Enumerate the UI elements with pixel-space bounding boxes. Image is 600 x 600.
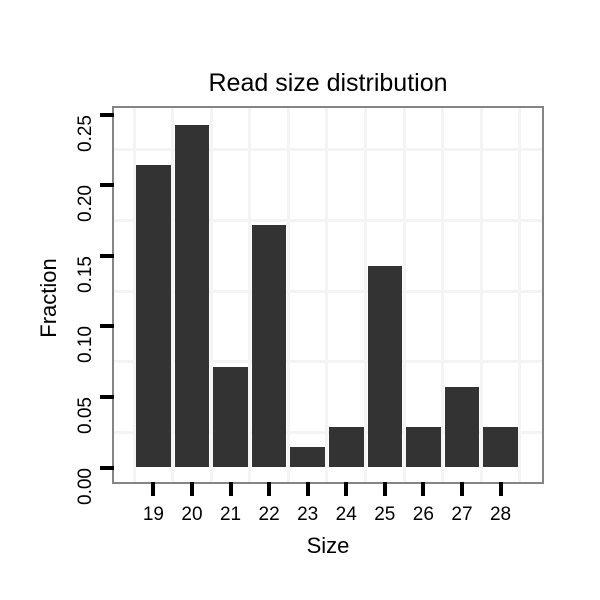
bar-20: [174, 124, 210, 468]
gridline-vertical: [132, 108, 136, 482]
gridline-vertical: [441, 108, 445, 482]
gridline-horizontal: [114, 218, 542, 222]
bar-23: [290, 447, 325, 468]
x-tick-label: 27: [451, 504, 473, 525]
y-tick-label: 0.25: [75, 114, 96, 152]
gridline-vertical: [518, 108, 522, 482]
gridline-horizontal: [114, 360, 542, 364]
y-axis-title: Fraction: [36, 258, 61, 338]
x-tick-label: 22: [258, 504, 280, 525]
x-tick-label: 20: [181, 504, 203, 525]
x-tick-mark: [267, 482, 272, 496]
bar-19: [136, 164, 171, 468]
bar-28: [483, 427, 518, 468]
x-tick-label: 24: [335, 504, 357, 525]
x-tick-mark: [382, 482, 387, 496]
gridline-vertical: [248, 108, 252, 482]
x-tick-label: 26: [412, 504, 434, 525]
bar-24: [328, 427, 364, 468]
plot-panel: [112, 106, 544, 484]
gridline-vertical: [479, 108, 483, 482]
chart-title: Read size distribution: [208, 69, 448, 97]
y-tick-mark: [100, 112, 114, 117]
bar-22: [251, 225, 287, 468]
gridline-vertical: [325, 108, 329, 482]
bar-21: [213, 366, 248, 468]
y-tick-mark: [100, 253, 114, 258]
gridline-vertical: [171, 108, 175, 482]
y-tick-mark: [100, 324, 114, 329]
y-tick-label: 0.10: [75, 326, 96, 364]
x-tick-mark: [305, 482, 310, 496]
y-tick-mark: [100, 394, 114, 399]
x-tick-mark: [498, 482, 503, 496]
gridline-horizontal: [114, 289, 542, 293]
gridline-vertical: [286, 108, 290, 482]
y-tick-label: 0.20: [75, 185, 96, 223]
bar-26: [406, 427, 441, 468]
gridline-vertical: [209, 108, 213, 482]
gridline-horizontal: [114, 148, 542, 152]
bar-25: [367, 265, 403, 468]
gridline-vertical: [364, 108, 368, 482]
bar-27: [444, 386, 480, 468]
x-tick-label: 21: [219, 504, 242, 525]
x-tick-mark: [151, 482, 156, 496]
gridline-horizontal: [114, 430, 542, 434]
y-tick-label: 0.00: [75, 467, 96, 505]
x-tick-mark: [344, 482, 349, 496]
x-tick-label: 28: [489, 504, 512, 525]
x-tick-label: 19: [142, 504, 164, 525]
y-tick-label: 0.05: [75, 396, 96, 434]
x-tick-label: 25: [374, 504, 396, 525]
y-tick-label: 0.15: [75, 255, 96, 293]
x-axis-title: Size: [306, 533, 350, 558]
y-tick-mark: [100, 183, 114, 188]
x-tick-label: 23: [297, 504, 319, 525]
x-tick-mark: [421, 482, 426, 496]
gridline-vertical: [402, 108, 406, 482]
y-tick-mark: [100, 465, 114, 470]
x-tick-mark: [228, 482, 233, 496]
x-tick-mark: [459, 482, 464, 496]
x-tick-mark: [189, 482, 194, 496]
